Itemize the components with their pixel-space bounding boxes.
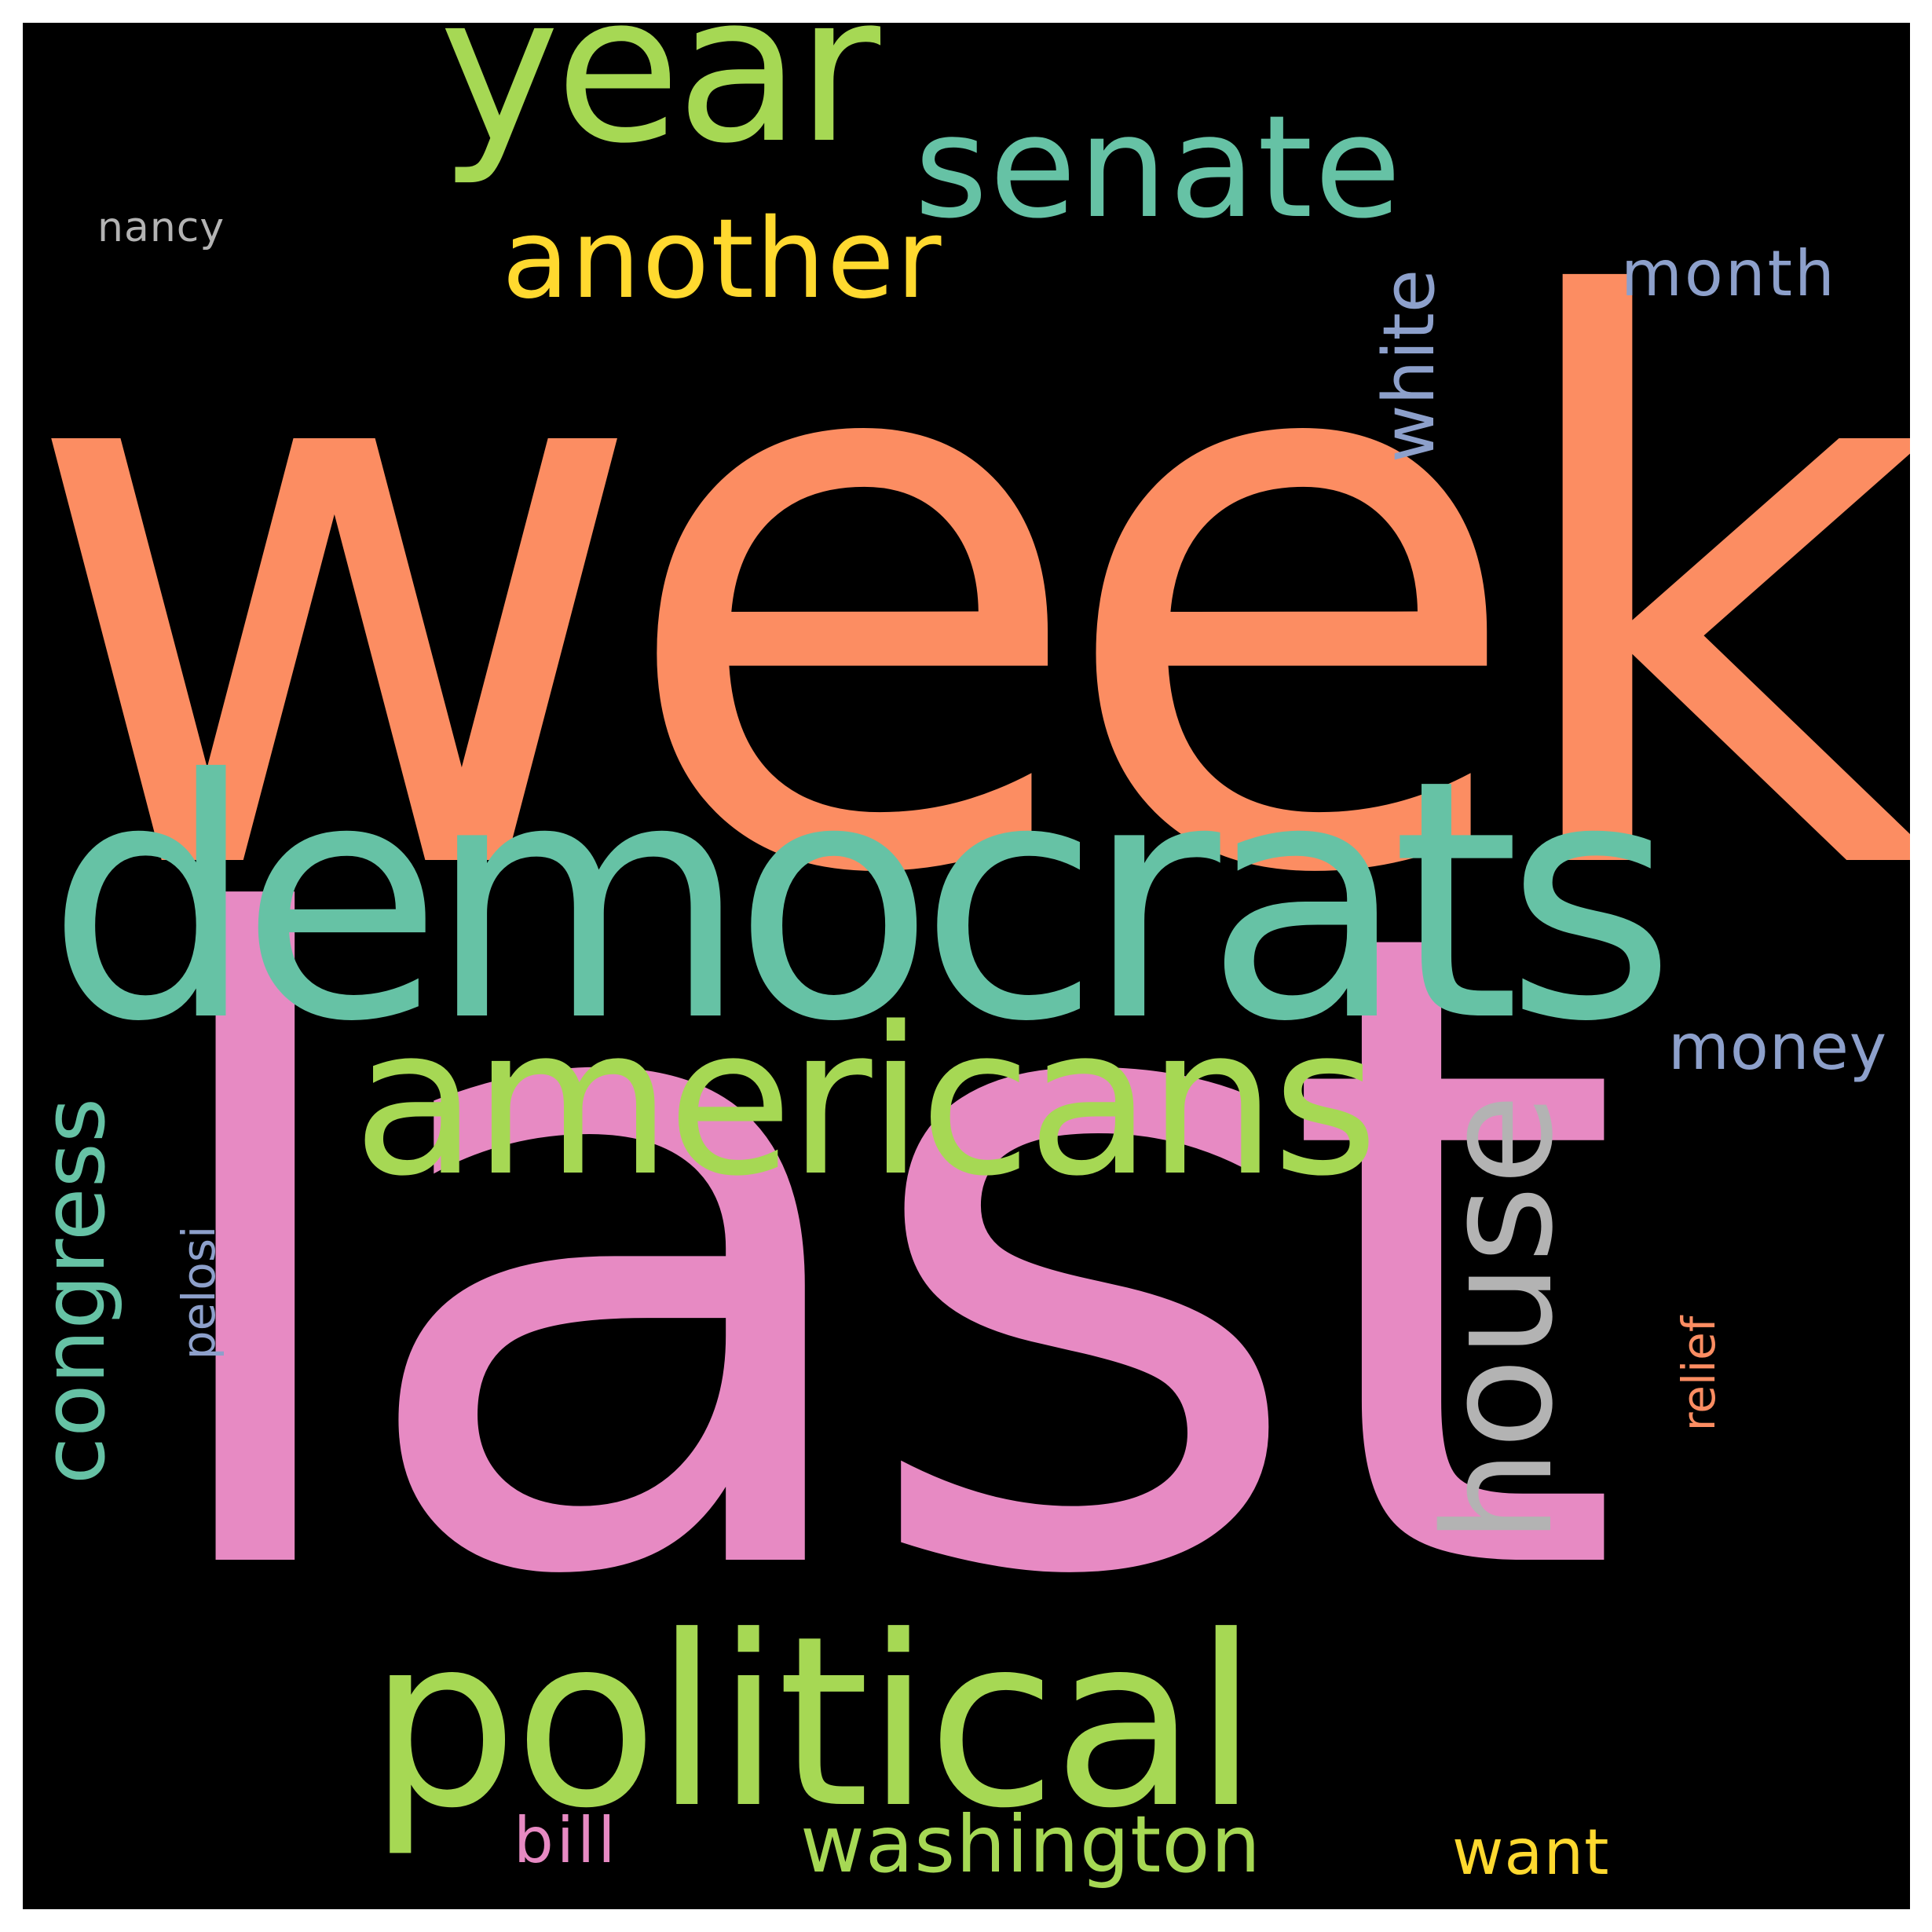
word-another: another <box>502 196 943 324</box>
word-nancy: nancy <box>97 204 225 251</box>
word-month: month <box>1621 237 1837 310</box>
word-white: white <box>1368 269 1451 463</box>
word-year: year <box>439 23 880 188</box>
word-last: last <box>133 744 1625 1768</box>
word-money: money <box>1668 1011 1888 1084</box>
word-democrats: democrats <box>46 710 1677 1094</box>
word-house: house <box>1412 1093 1586 1544</box>
word-americans: americans <box>353 984 1378 1221</box>
word-congress: congress <box>24 1097 124 1485</box>
word-week: week <box>23 144 1910 1042</box>
word-senate: senate <box>914 86 1403 250</box>
word-want: want <box>1452 1816 1610 1889</box>
word-pelosi: pelosi <box>172 1225 225 1360</box>
word-washington: washington <box>800 1798 1261 1890</box>
word-political: political <box>368 1586 1259 1860</box>
word-cloud-canvas: week last democrats political americans … <box>23 23 1910 1909</box>
word-bill: bill <box>514 1804 619 1877</box>
word-relief: relief <box>1672 1315 1725 1432</box>
